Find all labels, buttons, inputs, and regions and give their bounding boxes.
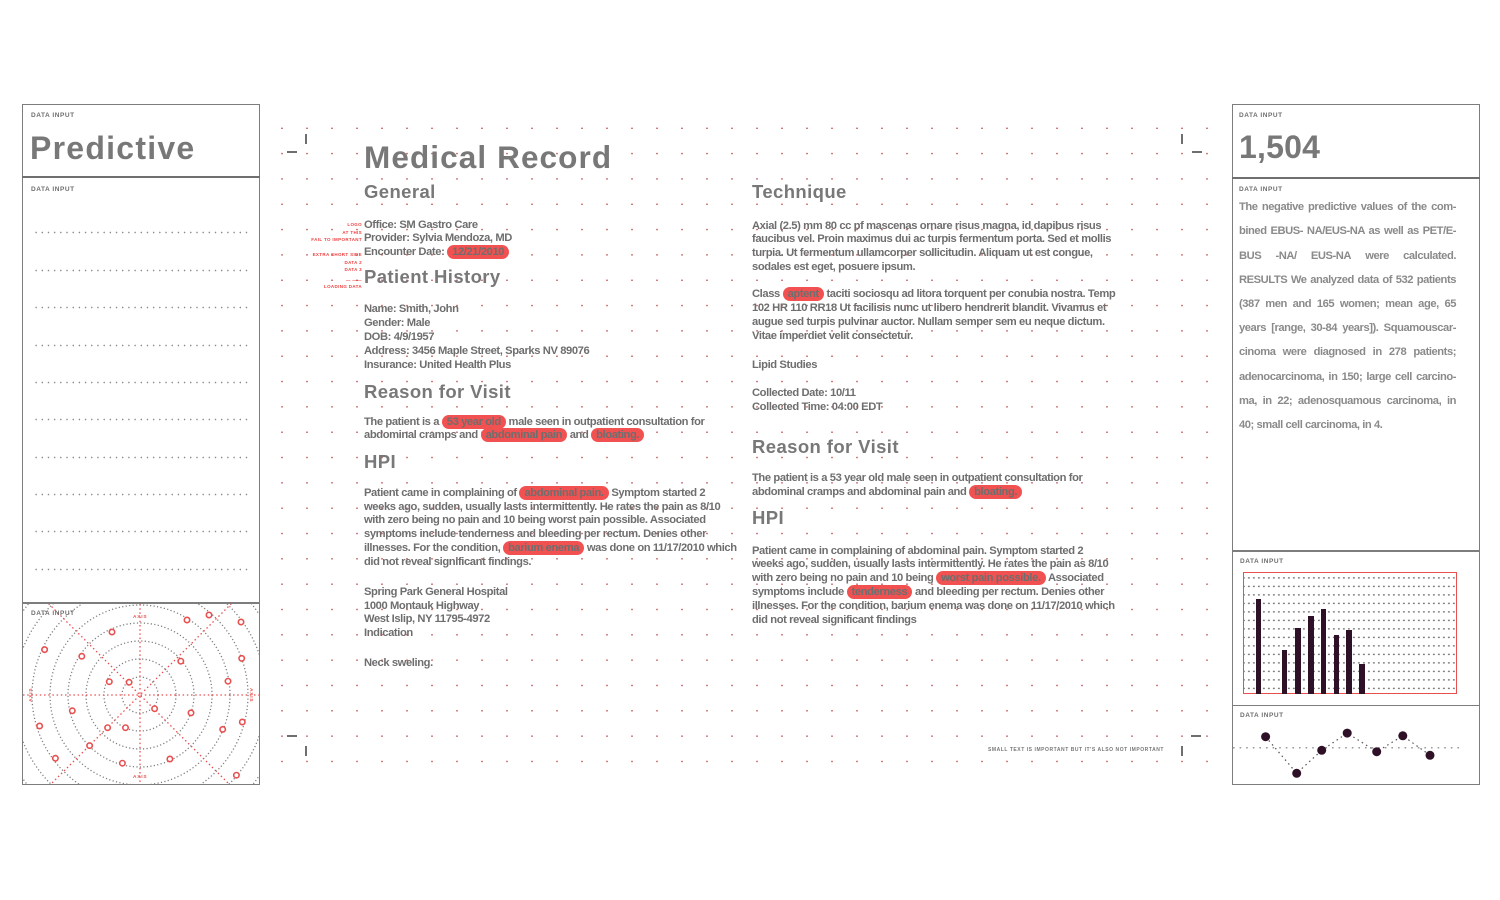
svg-text:AXIS: AXIS [133, 774, 147, 780]
svg-text:AXIS: AXIS [133, 614, 147, 620]
svg-text:AXIS: AXIS [248, 688, 254, 702]
svg-text:AXIS: AXIS [28, 688, 34, 702]
